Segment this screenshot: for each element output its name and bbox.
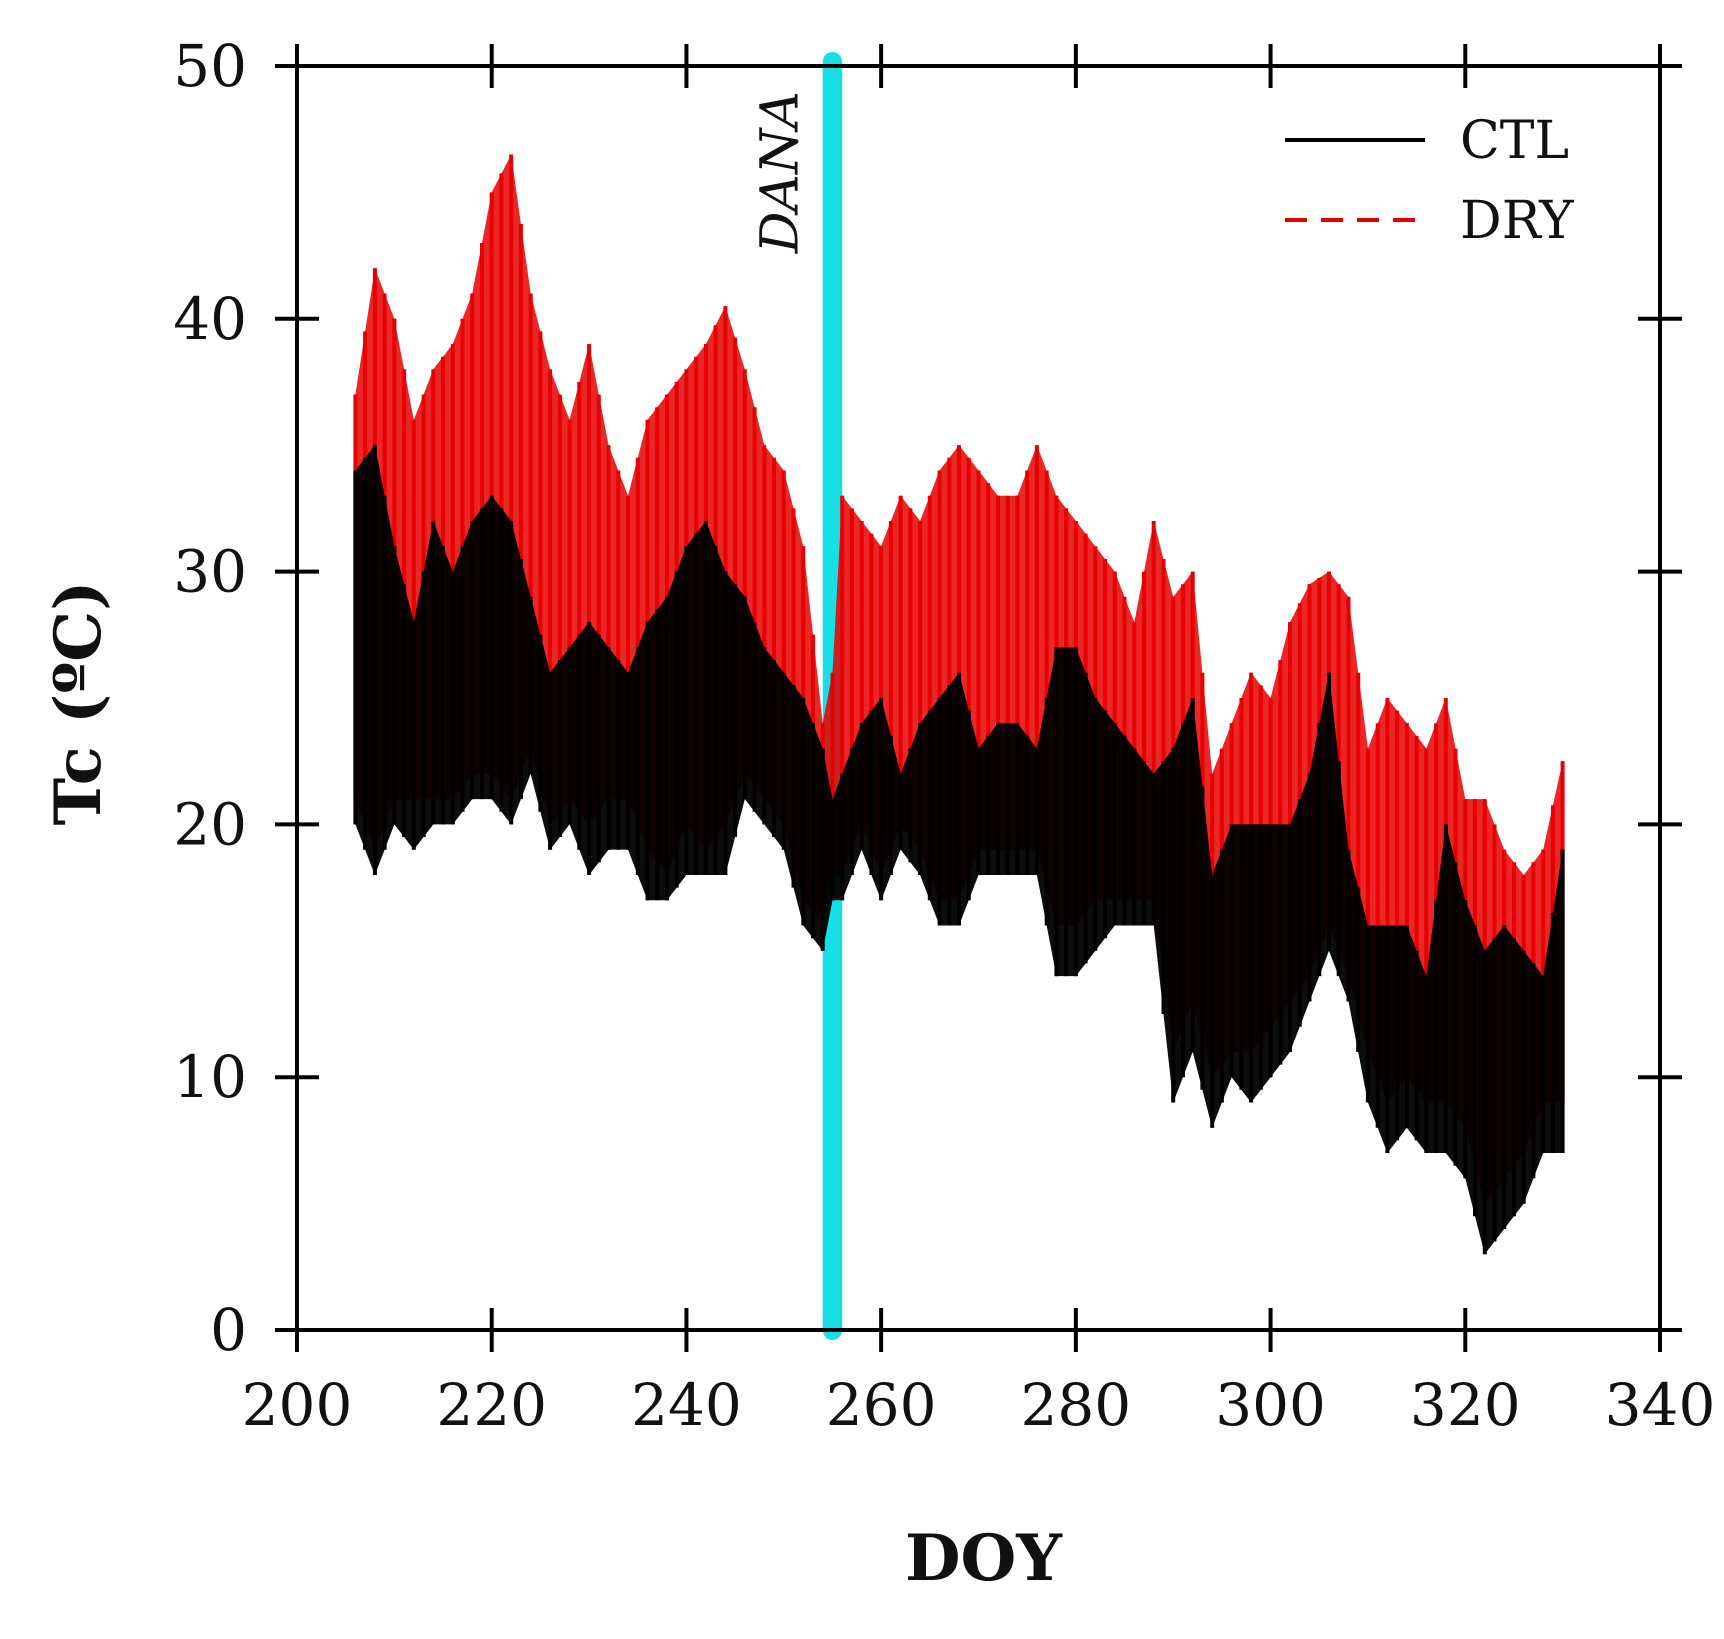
y-tick-label: 10 — [173, 1043, 247, 1111]
series-ctl — [353, 445, 1565, 1255]
dana-annotation: DANA — [751, 91, 811, 254]
y-tick-label: 40 — [173, 285, 247, 353]
legend-label-dry: DRY — [1460, 191, 1574, 251]
y-tick-label: 0 — [210, 1296, 247, 1364]
y-tick-label: 50 — [173, 32, 247, 100]
x-tick-label: 200 — [242, 1371, 353, 1439]
x-tick-label: 220 — [436, 1371, 547, 1439]
y-tick-label: 20 — [173, 790, 247, 858]
x-tick-label: 240 — [631, 1371, 742, 1439]
x-axis-title: DOY — [905, 1521, 1063, 1596]
y-tick-label: 30 — [173, 538, 247, 606]
x-tick-label: 320 — [1410, 1371, 1521, 1439]
x-tick-label: 280 — [1020, 1371, 1131, 1439]
x-tick-label: 340 — [1605, 1371, 1716, 1439]
plot-frame — [295, 64, 1662, 1332]
y-axis-title: Tc (ºC) — [41, 580, 116, 825]
legend-label-ctl: CTL — [1460, 111, 1569, 171]
x-tick-label: 300 — [1215, 1371, 1326, 1439]
x-tick-label: 260 — [826, 1371, 937, 1439]
